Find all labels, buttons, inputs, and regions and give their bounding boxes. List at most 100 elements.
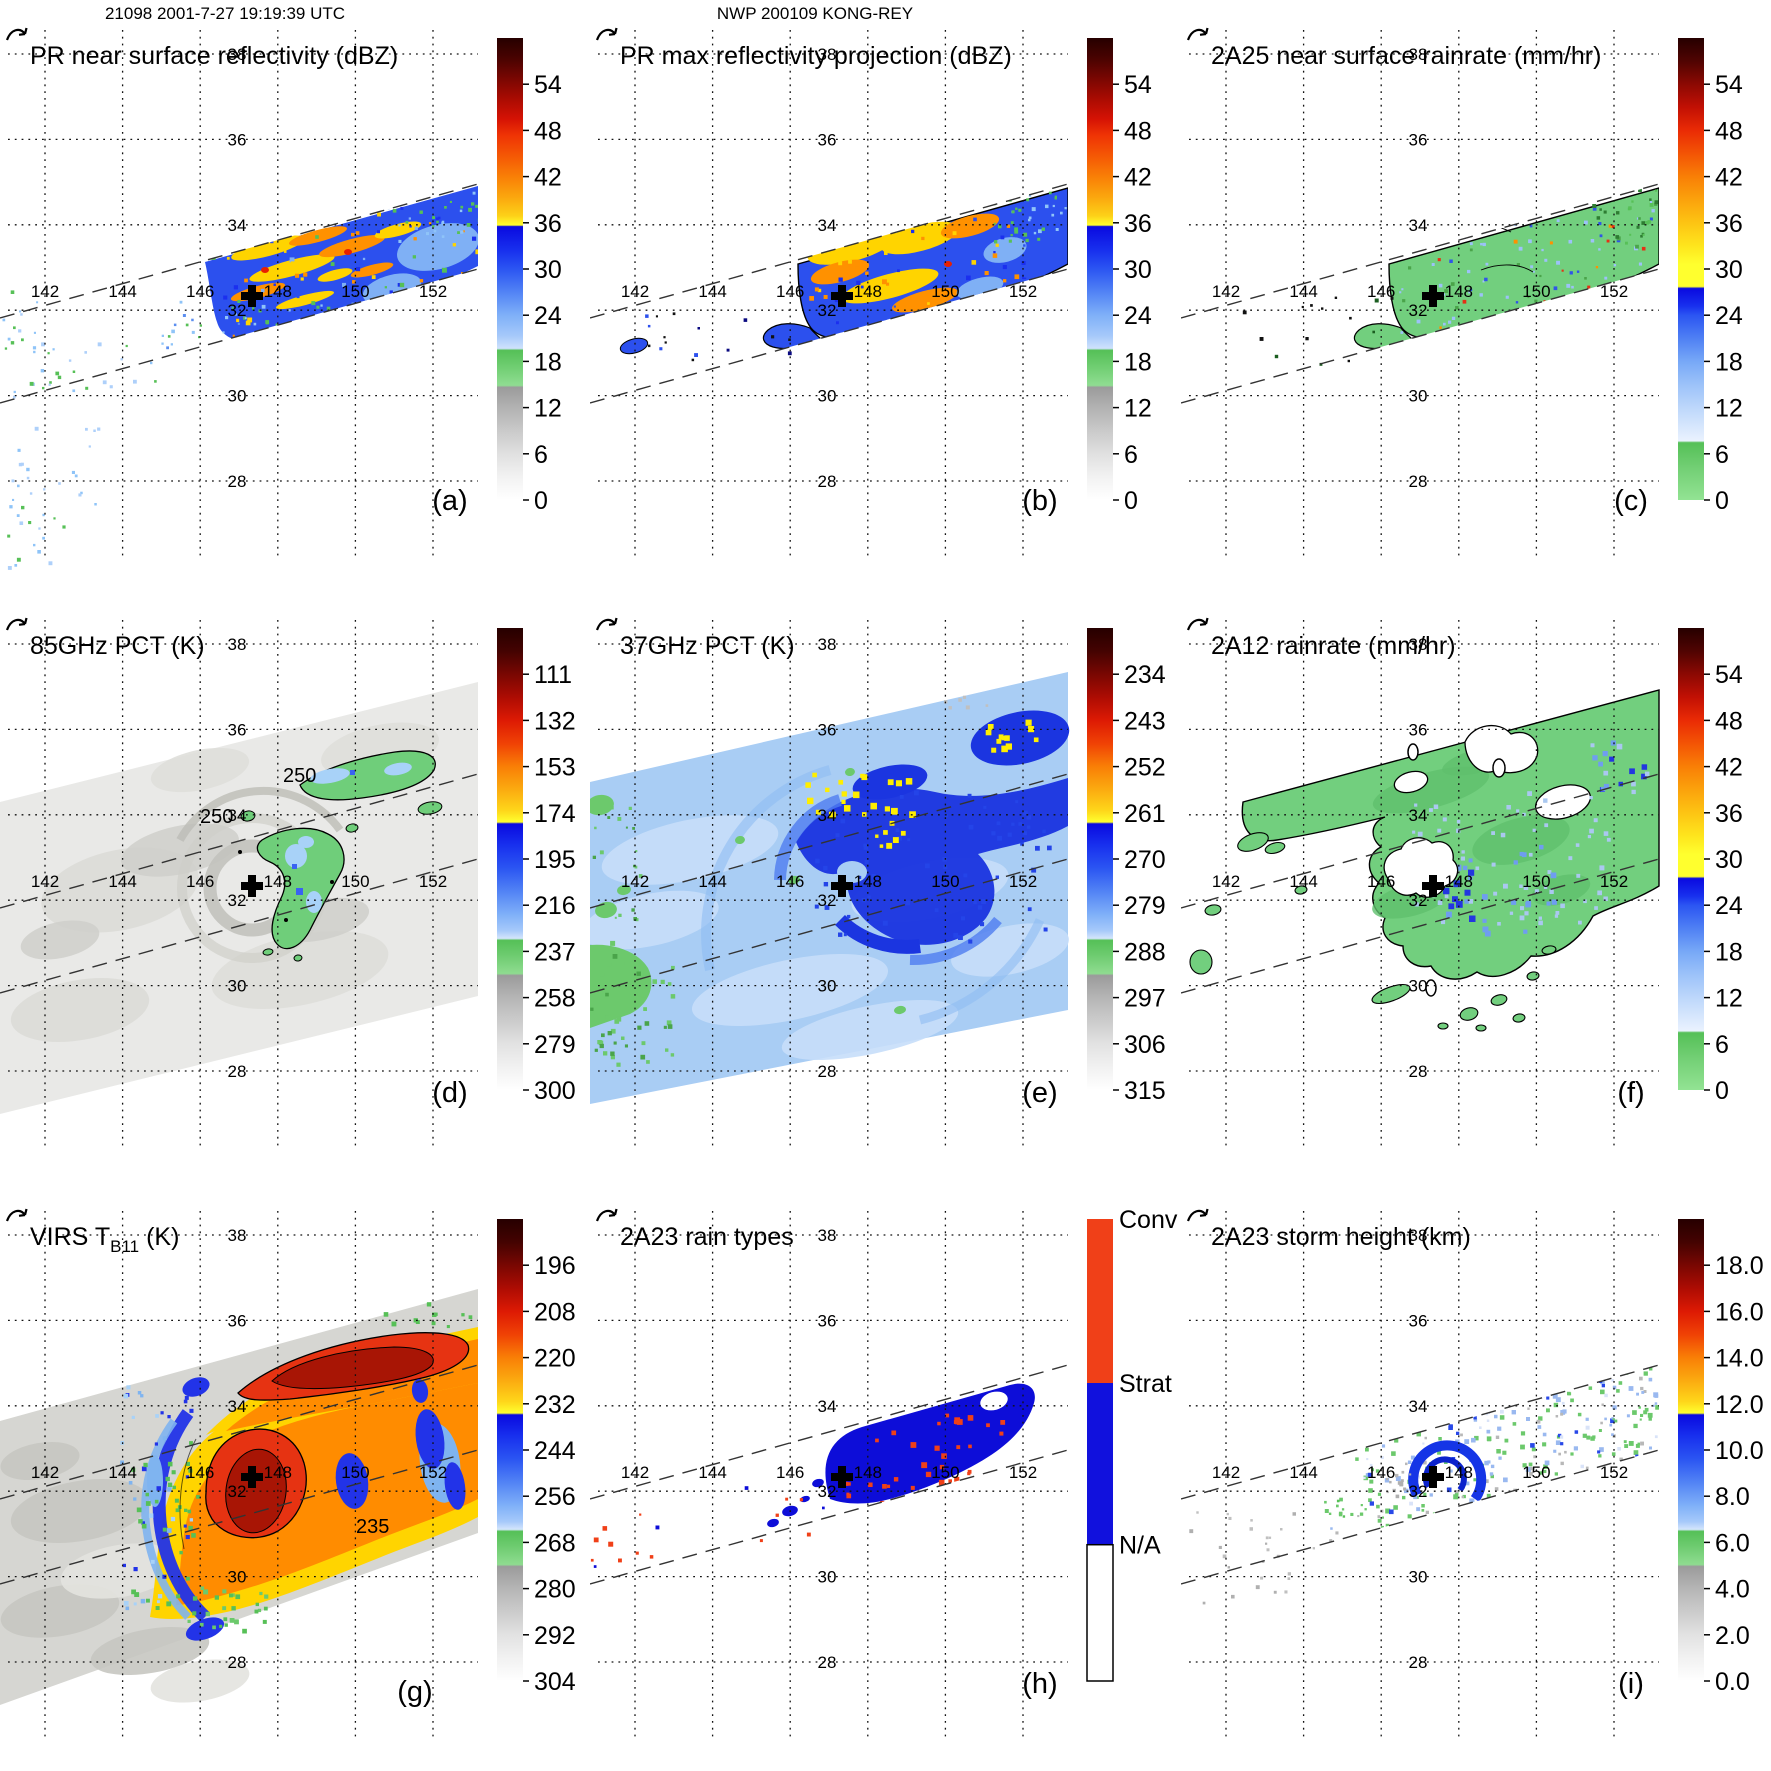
svg-text:30: 30	[818, 387, 837, 406]
map-layers-a: 142 144 146 148 150 152 38 36 34 32 30 28 54 48 42 36 30…	[0, 27, 562, 570]
map-layers-b: 142 144 146 148 150 152 38 36 34 32 30 28 54 48 42 36 30…	[590, 27, 1152, 556]
panel-d: 142 144 146 148 150 152 38 36 34 32 30 28 250 250 111 1…	[0, 590, 590, 1180]
svg-text:150: 150	[1522, 282, 1550, 301]
svg-text:Strat: Strat	[1119, 1370, 1172, 1398]
svg-text:142: 142	[621, 282, 649, 301]
svg-text:4.0: 4.0	[1715, 1576, 1750, 1604]
svg-text:300: 300	[534, 1077, 576, 1105]
svg-text:258: 258	[534, 985, 576, 1013]
svg-text:28: 28	[1409, 1653, 1428, 1672]
panel-g: 142 144 146 148 150 152 38 36 34 32 30 28 235 196 208 2…	[0, 1181, 590, 1771]
svg-text:36: 36	[1124, 210, 1152, 238]
svg-text:38: 38	[1409, 45, 1428, 64]
svg-text:32: 32	[818, 891, 837, 910]
svg-text:28: 28	[1409, 1062, 1428, 1081]
svg-text:28: 28	[818, 1062, 837, 1081]
svg-text:146: 146	[1367, 1463, 1395, 1482]
svg-text:54: 54	[1124, 71, 1152, 99]
svg-text:150: 150	[931, 1463, 959, 1482]
overlay-f: 142 144 146 148 150 152 38 36 34 32 30 28	[1181, 617, 1660, 1081]
svg-text:2.0: 2.0	[1715, 1622, 1750, 1650]
svg-text:144: 144	[698, 872, 726, 891]
svg-text:Conv: Conv	[1119, 1206, 1178, 1234]
svg-text:306: 306	[1124, 1031, 1166, 1059]
svg-text:297: 297	[1124, 985, 1166, 1013]
svg-text:30: 30	[818, 1568, 837, 1587]
svg-text:34: 34	[228, 806, 247, 825]
map-layers-e: 142 144 146 148 150 1523836343230282342432522…	[590, 617, 1166, 1146]
svg-text:30: 30	[228, 1568, 247, 1587]
panel-title-g: VIRS TB11 (K)	[30, 1223, 179, 1256]
svg-text:244: 244	[534, 1437, 576, 1465]
colorbar-c: 54 48 42 36 30 24 18 12 6 0	[1678, 38, 1743, 515]
map-f: 142 144 146 148 150 152 38 36 34 32 30 28 54 48 42 36 30…	[1181, 617, 1743, 1146]
panel-letter-c: (c)	[1614, 485, 1648, 517]
svg-text:0: 0	[1715, 487, 1729, 515]
svg-text:216: 216	[534, 892, 576, 920]
overlay-i: 142 144 146 148 150 152 38 36 34 32 30 28	[1181, 1208, 1660, 1672]
svg-text:14.0: 14.0	[1715, 1345, 1764, 1373]
panel-letter-g: (g)	[397, 1676, 432, 1708]
svg-text:30: 30	[1715, 256, 1743, 284]
panel-letter-a: (a)	[432, 485, 467, 517]
svg-text:18: 18	[1715, 348, 1743, 376]
svg-text:208: 208	[534, 1298, 576, 1326]
svg-text:144: 144	[1289, 282, 1317, 301]
overlay-b: 142 144 146 148 150 152 38 36 34 32 30 28	[590, 27, 1069, 491]
panel-title-i: 2A23 storm height (km)	[1211, 1223, 1471, 1251]
svg-text:42: 42	[1124, 164, 1152, 192]
svg-text:42: 42	[1715, 164, 1743, 192]
panel-title-c: 2A25 near surface rainrate (mm/hr)	[1211, 42, 1601, 70]
svg-text:38: 38	[228, 635, 247, 654]
orbit-datetime-header: 21098 2001-7-27 19:19:39 UTC	[104, 4, 346, 23]
data-field-e	[590, 672, 1070, 1104]
svg-text:280: 280	[534, 1576, 576, 1604]
svg-text:30: 30	[534, 256, 562, 284]
svg-text:144: 144	[1289, 872, 1317, 891]
colorbar-f: 54 48 42 36 30 24 18 12 6 0	[1678, 628, 1743, 1105]
svg-text:261: 261	[1124, 800, 1166, 828]
svg-text:48: 48	[1124, 117, 1152, 145]
svg-text:0: 0	[1715, 1077, 1729, 1105]
svg-text:12: 12	[1715, 395, 1743, 423]
panel-title-e: 37GHz PCT (K)	[620, 632, 795, 660]
map-layers-c: 142 144 146 148 150 152 38 36 34 32 30 28 54 48 42 36 30…	[1181, 27, 1743, 556]
svg-text:144: 144	[108, 282, 136, 301]
overlay-c: 142 144 146 148 150 152 38 36 34 32 30 28	[1181, 27, 1660, 491]
colorbar-a: 54 48 42 36 30 24 18 12 6 0	[497, 38, 562, 515]
svg-text:142: 142	[1212, 1463, 1240, 1482]
svg-text:48: 48	[534, 117, 562, 145]
svg-text:152: 152	[1009, 1463, 1037, 1482]
svg-text:38: 38	[228, 1226, 247, 1245]
svg-text:34: 34	[1409, 216, 1428, 235]
svg-text:142: 142	[621, 1463, 649, 1482]
svg-text:36: 36	[1715, 800, 1743, 828]
panel-letter-h: (h)	[1022, 1668, 1057, 1700]
map-g: 142 144 146 148 150 152 38 36 34 32 30 28 235 196 208 2…	[0, 1208, 576, 1737]
svg-text:252: 252	[1124, 754, 1166, 782]
svg-text:270: 270	[1124, 846, 1166, 874]
map-layers-d: 142 144 146 148 150 1523836343230282502501111…	[0, 617, 576, 1146]
svg-text:34: 34	[818, 806, 837, 825]
svg-text:32: 32	[1409, 301, 1428, 320]
svg-text:174: 174	[534, 800, 576, 828]
svg-text:36: 36	[818, 1311, 837, 1330]
svg-text:30: 30	[228, 387, 247, 406]
svg-text:148: 148	[854, 872, 882, 891]
svg-text:234: 234	[1124, 661, 1166, 689]
panel-e: 142 144 146 148 150 152 38 36 34 32 30 28 234 243 252 2…	[590, 590, 1180, 1180]
svg-text:148: 148	[854, 1463, 882, 1482]
svg-text:150: 150	[1522, 1463, 1550, 1482]
svg-text:30: 30	[1409, 387, 1428, 406]
map-e: 142 144 146 148 150 1523836343230282342432522…	[590, 617, 1166, 1146]
svg-text:28: 28	[818, 1653, 837, 1672]
svg-text:153: 153	[534, 754, 576, 782]
svg-text:148: 148	[1445, 872, 1473, 891]
svg-text:28: 28	[818, 472, 837, 491]
colorbar-b: 54 48 42 36 30 24 18 12 6 0	[1087, 38, 1152, 515]
svg-text:237: 237	[534, 938, 576, 966]
data-field-a	[2, 186, 478, 570]
svg-text:36: 36	[1409, 130, 1428, 149]
svg-text:148: 148	[264, 282, 292, 301]
svg-text:42: 42	[1715, 754, 1743, 782]
